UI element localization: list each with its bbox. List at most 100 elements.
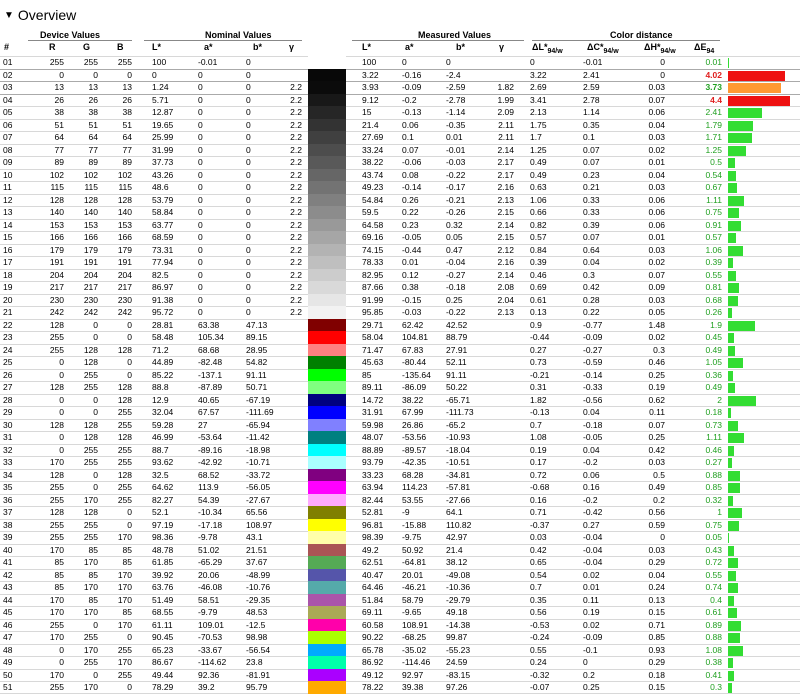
cell-r: 255 bbox=[49, 332, 64, 342]
col-header-measured-gamma: γ bbox=[499, 42, 505, 52]
cell-delta-h: 0.15 bbox=[648, 607, 665, 617]
group-underline bbox=[352, 40, 524, 41]
cell-nominal-a: 40.65 bbox=[198, 394, 220, 405]
cell-measured-b: 64.1 bbox=[446, 507, 463, 517]
cell-delta-e: 1.9 bbox=[710, 319, 722, 330]
cell-nominal-b: -111.69 bbox=[246, 407, 274, 417]
cell-measured-l: 88.89 bbox=[362, 444, 384, 455]
cell-delta-c: -0.56 bbox=[583, 394, 603, 405]
cell-number: 42 bbox=[3, 569, 13, 580]
cell-number: 38 bbox=[3, 519, 13, 530]
cell-nominal-gamma: 2.2 bbox=[290, 244, 302, 255]
cell-r: 89 bbox=[54, 157, 64, 167]
cell-measured-a: -135.64 bbox=[402, 369, 431, 380]
cell-number: 26 bbox=[3, 369, 13, 380]
cell-delta-h: 0.03 bbox=[648, 244, 665, 255]
cell-nominal-l: 39.92 bbox=[152, 569, 174, 580]
cell-g: 255 bbox=[83, 457, 98, 467]
cell-g: 128 bbox=[83, 419, 98, 430]
cell-nominal-b: -48.99 bbox=[246, 569, 271, 580]
cell-nominal-a: -65.29 bbox=[198, 557, 223, 567]
cell-measured-b: -0.04 bbox=[446, 257, 466, 267]
cell-nominal-b: 91.11 bbox=[246, 369, 267, 380]
cell-nominal-l: 61.11 bbox=[152, 619, 173, 630]
cell-r: 0 bbox=[59, 444, 64, 455]
cell-nominal-l: 31.99 bbox=[152, 144, 174, 155]
cell-delta-l: 0.49 bbox=[530, 169, 547, 180]
cell-measured-b: 0.32 bbox=[446, 219, 463, 230]
col-header-delta-e: ΔE94 bbox=[694, 42, 715, 55]
cell-g: 77 bbox=[88, 144, 98, 155]
cell-delta-l: 0.17 bbox=[530, 457, 547, 467]
cell-nominal-l: 0 bbox=[152, 69, 157, 80]
cell-delta-c: -0.01 bbox=[583, 57, 603, 67]
cell-nominal-gamma: 2.2 bbox=[290, 232, 302, 242]
color-swatch bbox=[308, 368, 346, 381]
table-row: 30 128 128 255 59.28 27 -65.94 59.98 26.86 -65.2 0… bbox=[0, 418, 800, 431]
cell-measured-b: -34.81 bbox=[446, 469, 471, 480]
color-swatch bbox=[308, 231, 346, 244]
cell-nominal-b: 0 bbox=[246, 257, 251, 267]
cell-measured-b: -14.38 bbox=[446, 619, 471, 630]
cell-delta-c: 0.01 bbox=[583, 582, 600, 592]
cell-g: 85 bbox=[88, 544, 98, 555]
overview-section-toggle[interactable]: ▼ Overview bbox=[4, 6, 76, 24]
cell-nominal-b: -10.76 bbox=[246, 582, 271, 592]
cell-nominal-b: 0 bbox=[246, 269, 251, 280]
cell-measured-a: 50.92 bbox=[402, 544, 424, 555]
table-row: 38 255 255 0 97.19 -17.18 108.97 96.81 -15.88 110… bbox=[0, 518, 800, 531]
cell-delta-h: 0.03 bbox=[648, 294, 665, 305]
color-swatch bbox=[308, 581, 346, 594]
cell-measured-l: 52.81 bbox=[362, 507, 384, 517]
cell-delta-e: 0.81 bbox=[705, 282, 722, 292]
cell-nominal-b: 28.95 bbox=[246, 344, 268, 355]
color-swatch bbox=[308, 293, 346, 306]
cell-r: 115 bbox=[50, 182, 64, 192]
cell-delta-c: -0.33 bbox=[583, 382, 603, 392]
delta-e-bar bbox=[728, 333, 735, 343]
cell-g: 255 bbox=[83, 519, 98, 530]
cell-number: 23 bbox=[3, 332, 13, 342]
cell-measured-a: 108.91 bbox=[402, 619, 428, 630]
cell-measured-a: -0.06 bbox=[402, 157, 422, 167]
cell-measured-b: -0.03 bbox=[446, 157, 466, 167]
cell-b: 0 bbox=[127, 69, 132, 80]
cell-nominal-l: 58.84 bbox=[152, 207, 174, 217]
cell-measured-a: 92.97 bbox=[402, 669, 424, 680]
delta-e-bar bbox=[728, 345, 735, 356]
cell-measured-l: 14.72 bbox=[362, 394, 384, 405]
cell-delta-h: 0.62 bbox=[648, 394, 665, 405]
cell-b: 242 bbox=[117, 307, 132, 317]
cell-measured-a: -9.75 bbox=[402, 532, 422, 542]
col-header-measured-b: b* bbox=[456, 42, 465, 52]
cell-r: 128 bbox=[49, 319, 64, 330]
cell-measured-b: -10.51 bbox=[446, 457, 471, 467]
cell-number: 06 bbox=[3, 119, 13, 130]
cell-delta-l: 0.03 bbox=[530, 532, 547, 542]
delta-e-bar bbox=[728, 183, 738, 193]
delta-e-bar bbox=[728, 595, 734, 606]
color-swatch bbox=[308, 431, 346, 444]
cell-measured-a: 0.38 bbox=[402, 282, 419, 292]
cell-measured-b: -0.21 bbox=[446, 194, 466, 205]
cell-nominal-l: 77.94 bbox=[152, 257, 174, 267]
cell-delta-e: 0.55 bbox=[705, 269, 722, 280]
cell-nominal-a: 0 bbox=[198, 157, 203, 167]
cell-delta-c: 0.2 bbox=[583, 669, 595, 680]
cell-b: 170 bbox=[117, 569, 132, 580]
table-row: 14 153 153 153 63.77 0 0 2.2 64.58 0.23 0.32 2.14 0.… bbox=[0, 218, 800, 231]
cell-nominal-b: 0 bbox=[246, 57, 251, 67]
cell-nominal-b: 98.98 bbox=[246, 632, 268, 642]
cell-delta-e: 0.38 bbox=[705, 657, 722, 667]
cell-nominal-l: 46.99 bbox=[152, 432, 174, 442]
cell-g: 170 bbox=[83, 682, 98, 692]
cell-nominal-a: -137.1 bbox=[198, 369, 223, 380]
table-row: 28 0 0 128 12.9 40.65 -67.19 14.72 38.22 -65.71 1.… bbox=[0, 393, 800, 406]
color-swatch bbox=[308, 181, 346, 194]
cell-measured-gamma: 2.04 bbox=[497, 294, 514, 305]
cell-nominal-l: 32.5 bbox=[152, 469, 169, 480]
cell-nominal-b: -33.72 bbox=[246, 469, 271, 480]
color-swatch bbox=[308, 556, 346, 569]
cell-measured-b: -0.27 bbox=[446, 269, 466, 280]
